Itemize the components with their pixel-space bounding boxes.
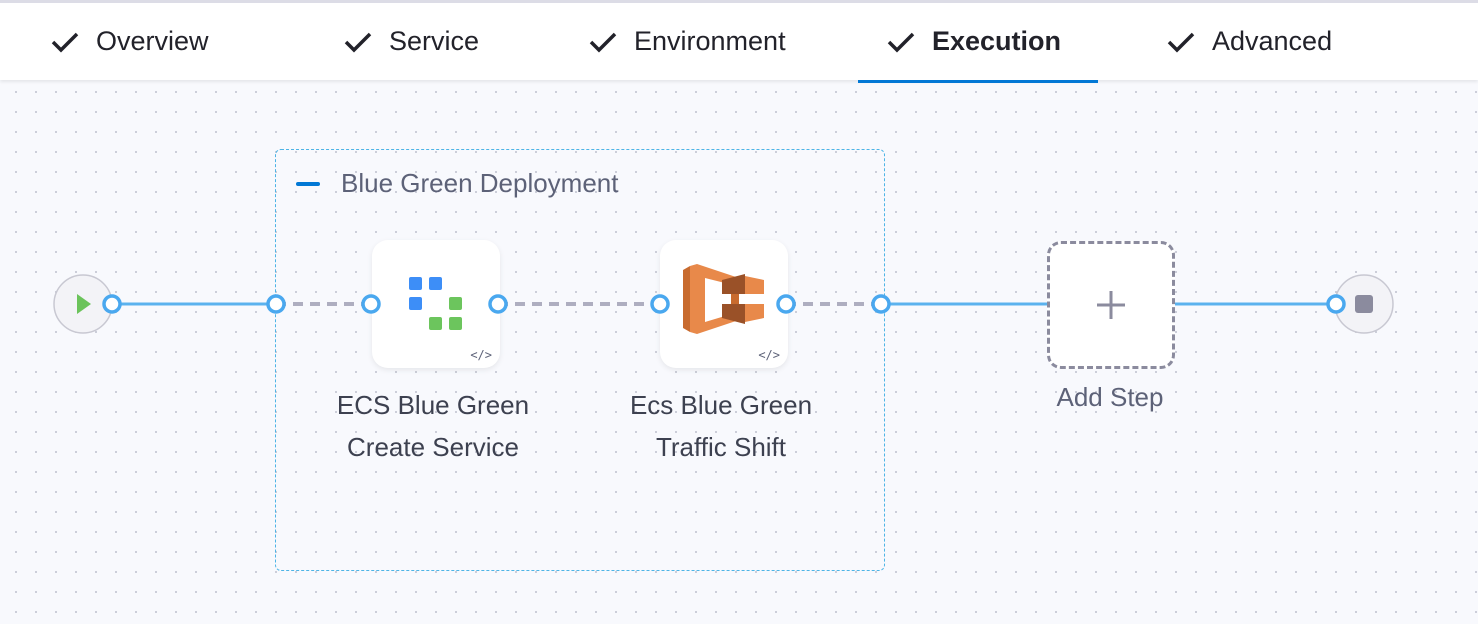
tab-label: Advanced <box>1212 26 1333 56</box>
top-border <box>0 0 1478 3</box>
tab-label: Execution <box>932 26 1062 56</box>
active-tab-indicator <box>858 80 1098 83</box>
step-label-line: ECS Blue Green <box>336 390 530 420</box>
tab-service[interactable]: Service <box>343 3 479 80</box>
aws-ecs-icon <box>683 264 764 334</box>
minus-icon[interactable] <box>296 182 320 186</box>
ecs-blue-green-icon <box>409 277 462 330</box>
stage-tabs: Overview Service Environment Execution A… <box>0 3 1478 80</box>
tab-environment[interactable]: Environment <box>588 3 786 80</box>
step-label-line: Traffic Shift <box>655 432 787 462</box>
check-icon <box>51 32 79 52</box>
yaml-badge-icon: </> <box>758 348 780 362</box>
tab-execution[interactable]: Execution <box>886 3 1061 80</box>
step-ecs-traffic-shift[interactable]: </> <box>660 240 788 368</box>
end-node[interactable] <box>1334 274 1394 334</box>
group-title: Blue Green Deployment <box>341 168 619 198</box>
tab-label: Overview <box>96 26 209 56</box>
tab-overview[interactable]: Overview <box>50 3 209 80</box>
check-icon <box>887 32 915 52</box>
step-ecs-create-service[interactable]: </> <box>372 240 500 368</box>
step-label: Ecs Blue Green Traffic Shift <box>601 384 841 468</box>
tab-label: Service <box>389 26 480 56</box>
step-label-line: Create Service <box>347 432 519 462</box>
stop-icon <box>1355 295 1373 313</box>
add-step-button[interactable] <box>1047 241 1175 369</box>
step-label: ECS Blue Green Create Service <box>313 384 553 468</box>
play-icon <box>77 294 91 314</box>
check-icon <box>344 32 372 52</box>
plus-icon <box>1097 291 1125 319</box>
tab-label: Environment <box>634 26 786 56</box>
tab-advanced[interactable]: Advanced <box>1166 3 1332 80</box>
step-group[interactable] <box>275 149 885 571</box>
check-icon <box>1167 32 1195 52</box>
add-step-label: Add Step <box>1056 382 1164 412</box>
check-icon <box>589 32 617 52</box>
start-node[interactable] <box>53 274 113 334</box>
yaml-badge-icon: </> <box>470 348 492 362</box>
step-label-line: Ecs Blue Green <box>629 390 813 420</box>
